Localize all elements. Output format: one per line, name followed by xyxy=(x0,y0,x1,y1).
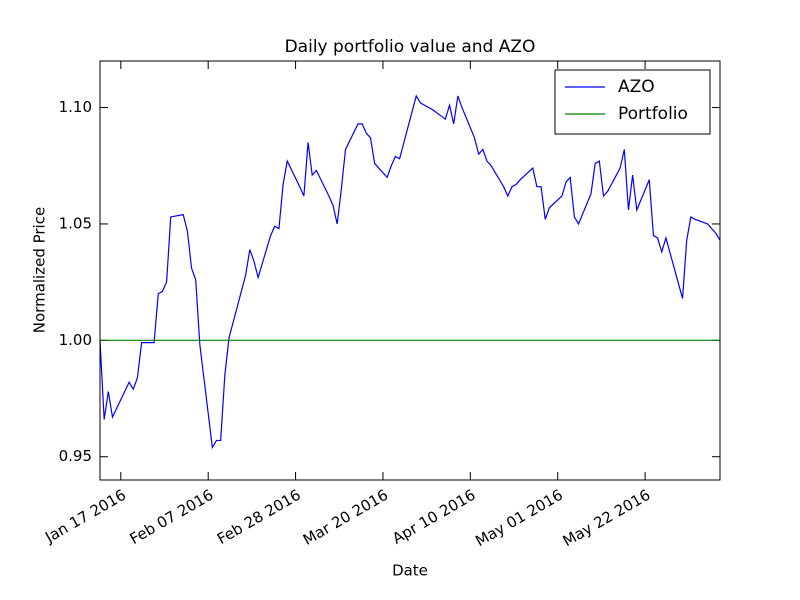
plot-frame xyxy=(99,60,721,481)
y-axis-label: Normalized Price xyxy=(31,207,49,333)
chart-title: Daily portfolio value and AZO xyxy=(285,37,536,57)
legend-label: AZO xyxy=(618,77,655,97)
y-tick-label: 0.95 xyxy=(59,447,92,465)
y-tick-label: 1.00 xyxy=(59,331,92,349)
data-line xyxy=(99,94,721,450)
y-tick-label: 1.05 xyxy=(59,214,92,232)
x-axis-label: Date xyxy=(392,562,428,580)
y-tick-label: 1.10 xyxy=(59,98,92,116)
legend-box xyxy=(554,69,711,135)
legend-label: Portfolio xyxy=(618,104,688,124)
